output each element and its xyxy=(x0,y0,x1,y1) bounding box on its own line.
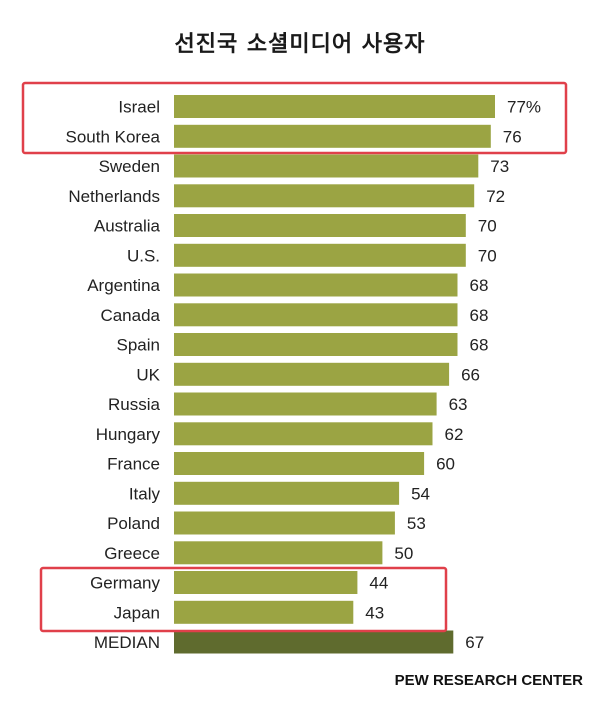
value-label: 76 xyxy=(503,127,522,146)
value-label: 67 xyxy=(465,633,484,652)
value-label: 70 xyxy=(478,217,497,236)
bar-greece xyxy=(174,541,383,565)
bar-france xyxy=(174,452,425,475)
bar-uk xyxy=(174,362,450,386)
value-label: 68 xyxy=(470,276,489,295)
value-label: 72 xyxy=(486,187,505,206)
value-label: 53 xyxy=(407,514,426,533)
value-label: 68 xyxy=(470,306,489,325)
bar-poland xyxy=(174,511,395,535)
value-label: 63 xyxy=(449,395,468,414)
category-label: Hungary xyxy=(96,425,161,444)
category-label: Canada xyxy=(100,306,160,325)
bar-u-s- xyxy=(174,243,466,267)
category-label: Argentina xyxy=(87,276,160,295)
value-label: 73 xyxy=(490,157,509,176)
value-label: 44 xyxy=(369,574,388,593)
category-label: UK xyxy=(136,365,160,384)
bar-median xyxy=(174,630,454,654)
category-label: Spain xyxy=(117,336,160,355)
bar-australia xyxy=(174,214,466,237)
category-label: Russia xyxy=(108,395,161,414)
value-label: 66 xyxy=(461,365,480,384)
chart-title: 선진국 소셜미디어 사용자 xyxy=(174,32,426,57)
category-label: Germany xyxy=(90,574,160,593)
category-label: MEDIAN xyxy=(94,633,160,652)
category-label: France xyxy=(107,455,160,474)
category-label: Sweden xyxy=(99,157,160,176)
bar-netherlands xyxy=(174,184,475,208)
bar-spain xyxy=(174,333,458,356)
value-label: 54 xyxy=(411,484,430,503)
bar-italy xyxy=(174,481,400,505)
bar-canada xyxy=(174,303,458,327)
category-label: Italy xyxy=(129,484,161,503)
category-label: Netherlands xyxy=(68,187,160,206)
bar-israel xyxy=(174,95,495,118)
highlight-box-bottom xyxy=(39,566,448,633)
value-label: 70 xyxy=(478,246,497,265)
category-label: Japan xyxy=(114,603,160,622)
category-label: Greece xyxy=(104,544,160,563)
bar-argentina xyxy=(174,273,458,297)
highlight-box-top xyxy=(21,81,568,155)
category-label: Poland xyxy=(107,514,160,533)
value-label: 77% xyxy=(507,98,541,117)
source-credit: PEW RESEARCH CENTER xyxy=(394,672,583,689)
bar-hungary xyxy=(174,422,433,446)
category-label: South Korea xyxy=(65,127,160,146)
category-label: Israel xyxy=(118,98,160,117)
value-label: 68 xyxy=(470,336,489,355)
bar-russia xyxy=(174,392,437,416)
bar-germany xyxy=(174,571,358,594)
bar-japan xyxy=(174,600,354,624)
bar-south-korea xyxy=(174,124,491,148)
bar-sweden xyxy=(174,154,479,178)
category-label: Australia xyxy=(94,217,161,236)
value-label: 62 xyxy=(445,425,464,444)
value-label: 50 xyxy=(394,544,413,563)
category-label: U.S. xyxy=(127,246,160,265)
value-label: 43 xyxy=(365,603,384,622)
value-label: 60 xyxy=(436,455,455,474)
